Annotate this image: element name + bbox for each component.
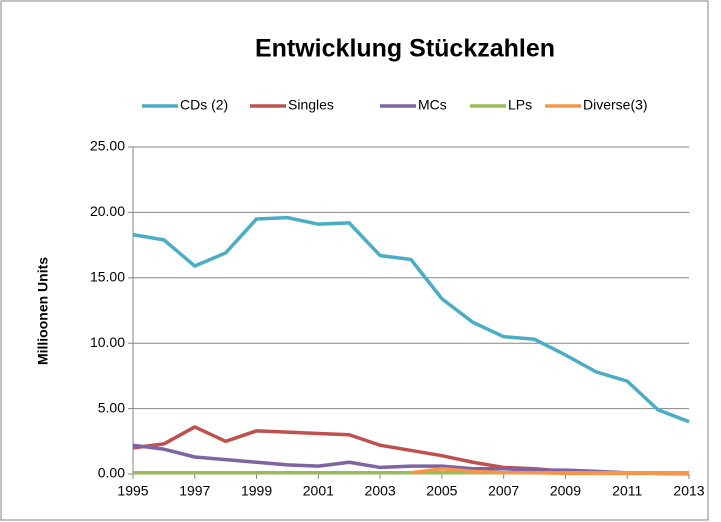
series-line <box>410 467 689 476</box>
y-axis-title: Millioonen Units <box>35 257 51 365</box>
x-tick-label: 2001 <box>303 483 334 499</box>
x-tick-label: 2011 <box>612 483 642 499</box>
x-tick-label: 1997 <box>179 483 210 499</box>
y-tick-label: 0.00 <box>98 465 125 481</box>
y-tick-label: 5.00 <box>98 399 125 415</box>
x-tick-label: 2005 <box>426 483 457 499</box>
y-tick-label: 25.00 <box>90 138 125 154</box>
legend-label: MCs <box>418 97 447 113</box>
x-tick-label: 2009 <box>550 483 581 499</box>
y-tick-label: 10.00 <box>90 334 125 350</box>
legend-label: CDs (2) <box>180 97 228 113</box>
chart-title: Entwicklung Stückzahlen <box>255 35 555 63</box>
x-tick-label: 1995 <box>117 483 148 499</box>
x-tick-label: 2007 <box>488 483 519 499</box>
y-tick-label: 20.00 <box>90 203 125 219</box>
y-tick-label: 15.00 <box>90 269 125 285</box>
x-tick-label: 2003 <box>365 483 396 499</box>
legend-label: LPs <box>508 97 532 113</box>
x-tick-label: 1999 <box>241 483 272 499</box>
series-line <box>132 215 690 424</box>
x-tick-label: 2013 <box>673 483 704 499</box>
legend-label: Diverse(3) <box>583 97 648 113</box>
legend-label: Singles <box>288 97 334 113</box>
